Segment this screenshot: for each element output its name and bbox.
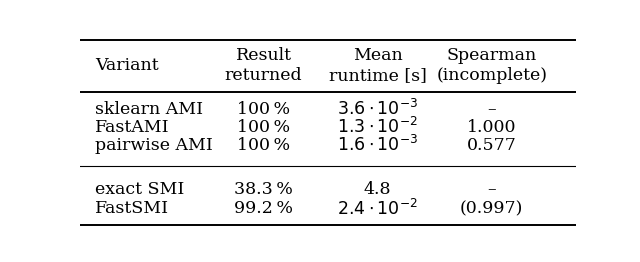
Text: pairwise AMI: pairwise AMI xyxy=(95,137,212,154)
Text: 38.3 %: 38.3 % xyxy=(234,181,293,198)
Text: 100 %: 100 % xyxy=(237,137,290,154)
Text: $3.6 \cdot 10^{-3}$: $3.6 \cdot 10^{-3}$ xyxy=(337,99,418,119)
Text: (0.997): (0.997) xyxy=(460,200,524,217)
Text: Result
returned: Result returned xyxy=(225,47,302,84)
Text: $2.4 \cdot 10^{-2}$: $2.4 \cdot 10^{-2}$ xyxy=(337,199,418,219)
Text: –: – xyxy=(488,101,496,118)
Text: Variant: Variant xyxy=(95,57,159,74)
Text: –: – xyxy=(488,181,496,198)
Text: 99.2 %: 99.2 % xyxy=(234,200,293,217)
Text: Mean
runtime [s]: Mean runtime [s] xyxy=(329,47,426,84)
Text: 100 %: 100 % xyxy=(237,119,290,136)
Text: $1.3 \cdot 10^{-2}$: $1.3 \cdot 10^{-2}$ xyxy=(337,117,418,137)
Text: 4.8: 4.8 xyxy=(364,181,391,198)
Text: 1.000: 1.000 xyxy=(467,119,516,136)
Text: $1.6 \cdot 10^{-3}$: $1.6 \cdot 10^{-3}$ xyxy=(337,135,418,155)
Text: 100 %: 100 % xyxy=(237,101,290,118)
Text: sklearn AMI: sklearn AMI xyxy=(95,101,203,118)
Text: FastAMI: FastAMI xyxy=(95,119,170,136)
Text: Spearman
(incomplete): Spearman (incomplete) xyxy=(436,47,547,84)
Text: FastSMI: FastSMI xyxy=(95,200,169,217)
Text: exact SMI: exact SMI xyxy=(95,181,184,198)
Text: 0.577: 0.577 xyxy=(467,137,516,154)
